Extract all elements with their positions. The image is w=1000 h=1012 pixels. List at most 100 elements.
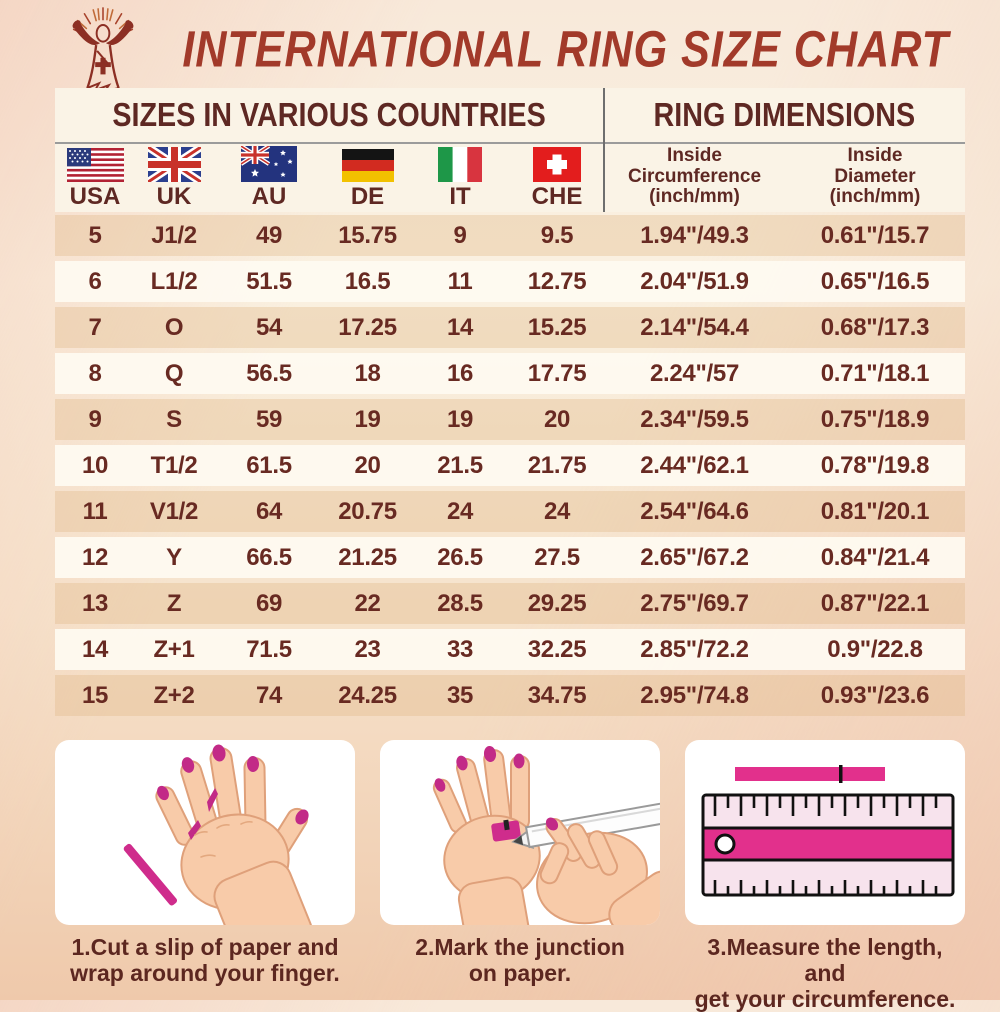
- table-cell: 7: [88, 313, 102, 341]
- usa-flag-icon: [66, 147, 124, 182]
- table-row: 9 S 59 19 19 20 2.34"/59.5 0.75"/18.9: [55, 399, 965, 440]
- instruction-step-3: 3.Measure the length, and get your circu…: [685, 740, 965, 1012]
- table-cell: 2.24"/57: [649, 359, 740, 387]
- table-cell: 21.75: [527, 451, 587, 479]
- table-cell: 2.14"/54.4: [640, 313, 749, 341]
- table-cell: 24: [446, 497, 474, 525]
- table-row: 10 T1/2 61.5 20 21.5 21.75 2.44"/62.1 0.78"/19.…: [55, 445, 965, 486]
- instruction-illustration-3: [685, 740, 965, 925]
- table-cell: 2.65"/67.2: [640, 543, 749, 571]
- table-cell: 18: [354, 359, 381, 387]
- table-cell: 8: [88, 359, 102, 387]
- table-cell: 9.5: [540, 221, 574, 249]
- table-cell: 32.25: [527, 635, 587, 663]
- table-row: 12 Y 66.5 21.25 26.5 27.5 2.65"/67.2 0.84"/21.4: [55, 537, 965, 578]
- table-cell: 0.84"/21.4: [820, 543, 930, 571]
- instruction-caption-2: 2.Mark the junction on paper.: [415, 934, 625, 986]
- it-flag-icon: [438, 146, 482, 182]
- table-cell: 17.25: [338, 313, 397, 341]
- table-cell: 2.04"/51.9: [640, 267, 749, 295]
- header-divider: [603, 88, 605, 212]
- table-cell: 0.93"/23.6: [820, 681, 930, 709]
- section-header-right: RING DIMENSIONS: [653, 96, 916, 133]
- table-cell: 29.25: [527, 589, 587, 617]
- table-cell: 20.75: [338, 497, 397, 525]
- page-title: INTERNATIONAL RING SIZE CHART: [182, 19, 950, 77]
- table-cell: 20: [543, 405, 571, 433]
- table-cell: 56.5: [246, 359, 292, 387]
- table-cell: 2.95"/74.8: [640, 681, 749, 709]
- table-cell: 2.34"/59.5: [640, 405, 749, 433]
- table-cell: T1/2: [150, 451, 198, 479]
- table-cell: 34.75: [527, 681, 587, 709]
- instruction-caption-1: 1.Cut a slip of paper and wrap around yo…: [70, 934, 340, 986]
- table-cell: 19: [354, 405, 381, 433]
- table-cell: J1/2: [151, 221, 197, 249]
- country-code: CHE: [531, 182, 583, 210]
- table-cell: 1.94"/49.3: [640, 221, 749, 249]
- table-cell: 15.75: [338, 221, 397, 249]
- table-cell: 14: [446, 313, 474, 341]
- table-cell: Z+1: [153, 635, 195, 663]
- column-header-diameter: Inside Diameter (inch/mm): [829, 144, 921, 208]
- country-code: IT: [449, 182, 471, 210]
- table-cell: 23: [354, 635, 381, 663]
- table-cell: 12.75: [527, 267, 587, 295]
- table-cell: 24: [543, 497, 571, 525]
- table-cell: 2.75"/69.7: [640, 589, 749, 617]
- table-row: 14 Z+1 71.5 23 33 32.25 2.85"/72.2 0.9"/22.8: [55, 629, 965, 670]
- column-header-de: DE: [325, 145, 410, 209]
- country-code: USA: [69, 182, 121, 210]
- table-cell: 15.25: [527, 313, 587, 341]
- che-flag-icon: [533, 146, 581, 182]
- table-cell: 19: [446, 405, 474, 433]
- hand-with-paper-slip-icon: [123, 744, 313, 925]
- table-cell: 21.5: [437, 451, 483, 479]
- table-cell: 0.65"/16.5: [820, 267, 930, 295]
- table-cell: 6: [88, 267, 102, 295]
- table-cell: 24.25: [338, 681, 397, 709]
- uk-flag-icon: [147, 146, 201, 182]
- instruction-illustration-1: [55, 740, 355, 925]
- table-cell: 33: [446, 635, 474, 663]
- table-cell: 15: [81, 681, 109, 709]
- table-cell: 0.61"/15.7: [820, 221, 930, 249]
- table-cell: 59: [255, 405, 283, 433]
- table-cell: 5: [88, 221, 102, 249]
- table-header: SIZES IN VARIOUS COUNTRIES RING DIMENSIO…: [55, 88, 965, 212]
- table-row: 13 Z 69 22 28.5 29.25 2.75"/69.7 0.87"/22.1: [55, 583, 965, 624]
- table-row: 11 V1/2 64 20.75 24 24 2.54"/64.6 0.81"/20.1: [55, 491, 965, 532]
- instruction-step-1: 1.Cut a slip of paper and wrap around yo…: [55, 740, 355, 1012]
- table-cell: 0.71"/18.1: [820, 359, 930, 387]
- table-cell: Z: [166, 589, 182, 617]
- table-cell: 61.5: [246, 451, 292, 479]
- table-cell: 13: [81, 589, 109, 617]
- table-cell: S: [166, 405, 182, 433]
- table-cell: 66.5: [246, 543, 292, 571]
- table-cell: 9: [88, 405, 102, 433]
- table-cell: 26.5: [437, 543, 483, 571]
- table-cell: L1/2: [150, 267, 198, 295]
- section-header-left: SIZES IN VARIOUS COUNTRIES: [112, 96, 547, 133]
- instruction-step-2: 2.Mark the junction on paper.: [380, 740, 660, 1012]
- column-header-au: AU: [213, 145, 325, 209]
- table-cell: 0.78"/19.8: [820, 451, 930, 479]
- table-cell: 35: [446, 681, 474, 709]
- table-cell: 14: [81, 635, 109, 663]
- column-header-che: CHE: [510, 145, 604, 209]
- country-code: UK: [156, 182, 192, 210]
- table-cell: 2.85"/72.2: [640, 635, 749, 663]
- table-cell: 22: [354, 589, 381, 617]
- table-cell: 16: [446, 359, 474, 387]
- mark-junction-with-pen-icon: [432, 746, 660, 925]
- table-row: 7 O 54 17.25 14 15.25 2.14"/54.4 0.68"/17.3: [55, 307, 965, 348]
- table-row: 5 J1/2 49 15.75 9 9.5 1.94"/49.3 0.61"/15.7: [55, 215, 965, 256]
- table-cell: 69: [255, 589, 283, 617]
- table-cell: Z+2: [153, 681, 195, 709]
- table-cell: 28.5: [437, 589, 483, 617]
- table-cell: 51.5: [246, 267, 292, 295]
- table-cell: 54: [255, 313, 283, 341]
- table-row: 15 Z+2 74 24.25 35 34.75 2.95"/74.8 0.93"/23.6: [55, 675, 965, 716]
- table-cell: 64: [255, 497, 283, 525]
